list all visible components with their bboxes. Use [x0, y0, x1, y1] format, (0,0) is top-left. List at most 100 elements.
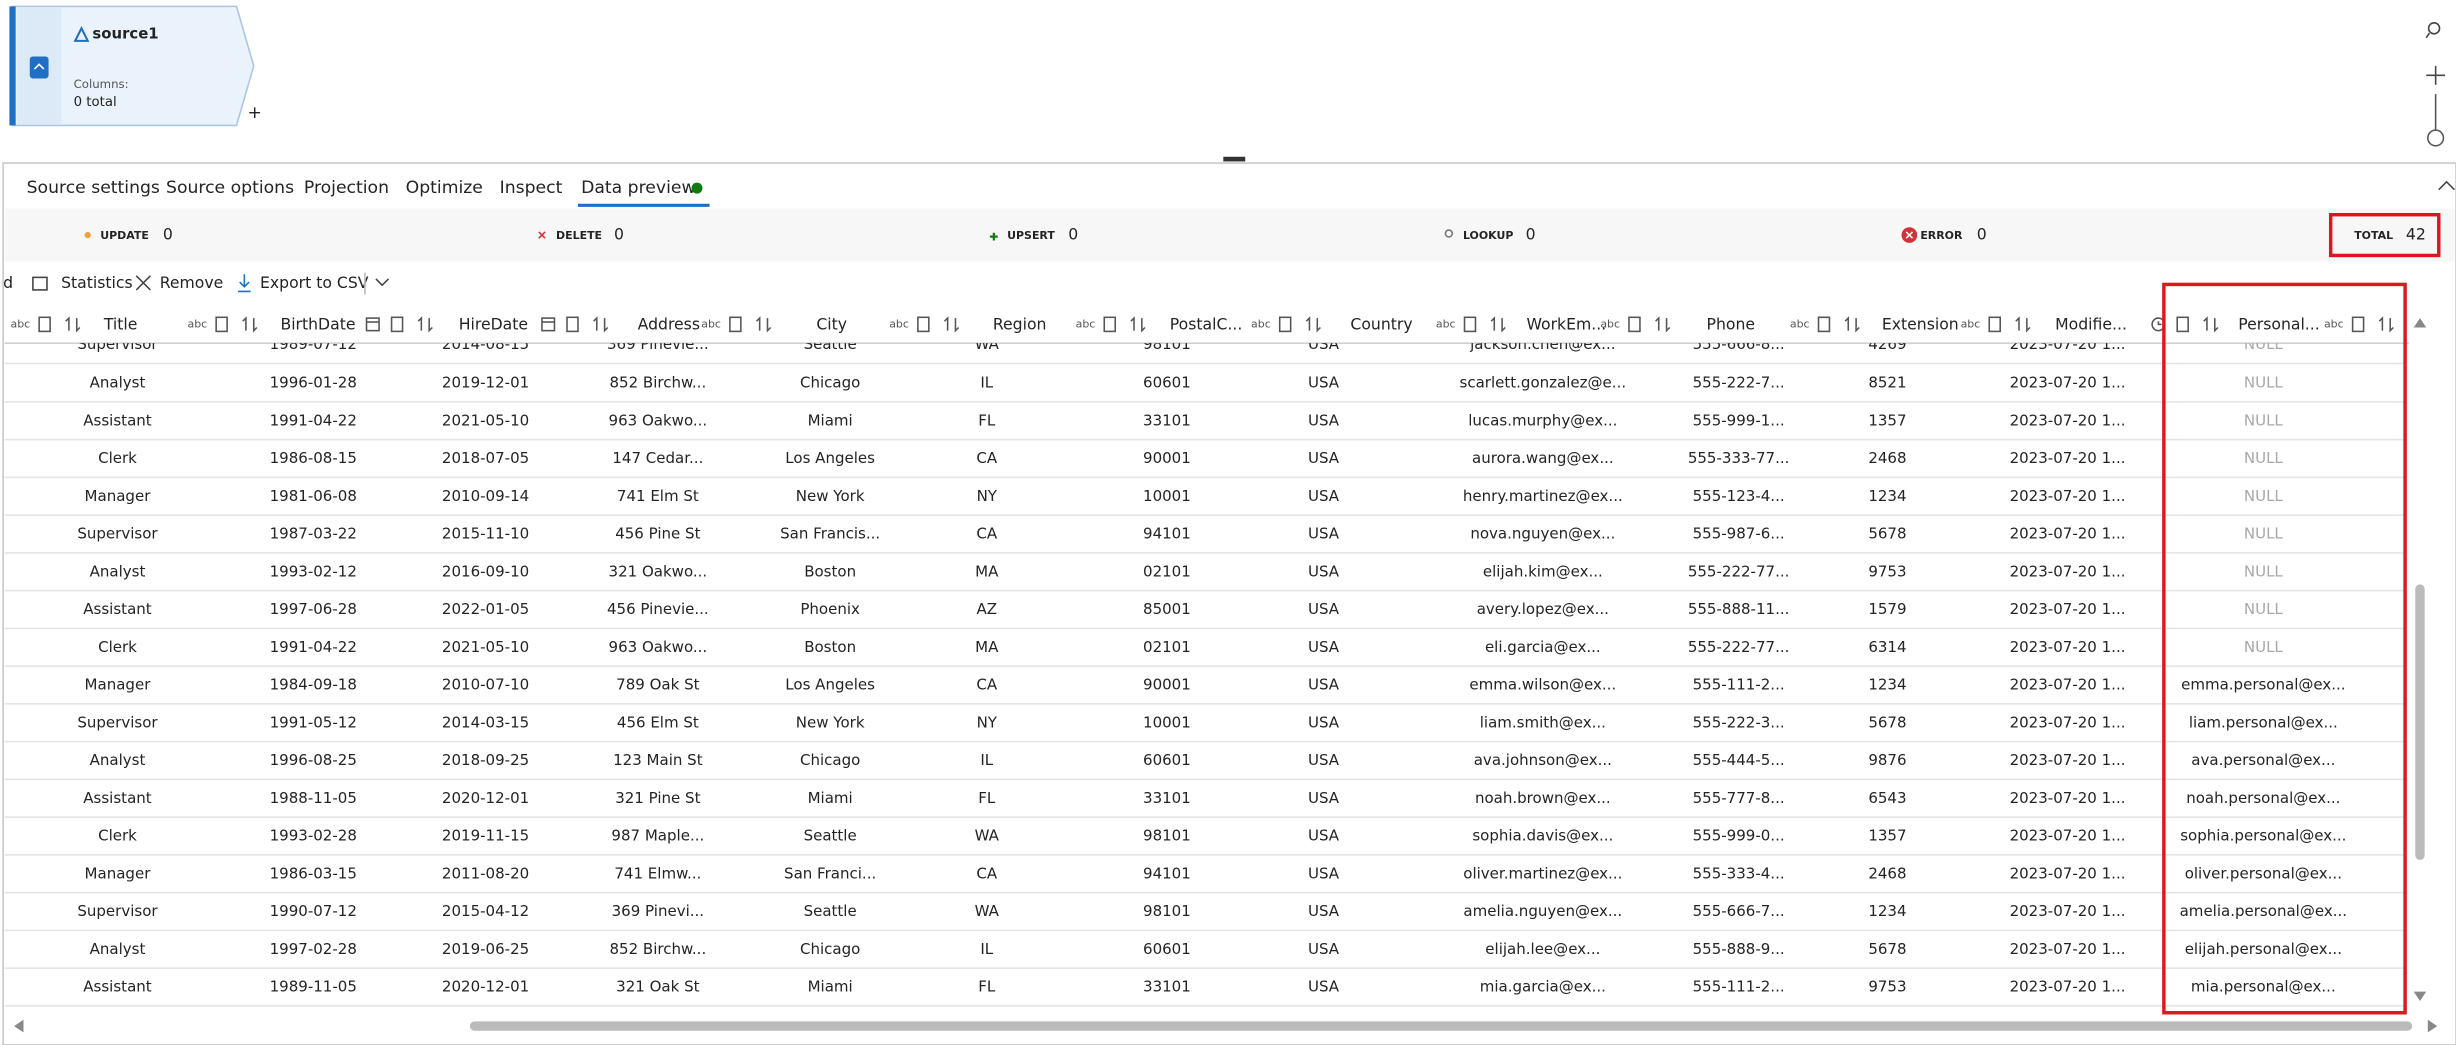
column-header[interactable]: Title [103, 315, 138, 334]
stat-count: 0 [1526, 225, 1536, 244]
cell: 321 Pine St [615, 789, 700, 807]
cell: 2023-07-20 1... [2010, 600, 2126, 618]
cell: 60601 [1143, 374, 1191, 392]
cell: 741 Elm St [617, 487, 699, 505]
cell: 2015-04-12 [442, 902, 529, 920]
cell: mia.personal@ex... [2191, 978, 2336, 996]
tab[interactable]: Optimize [406, 178, 483, 198]
copy-icon [1628, 316, 1641, 333]
scroll-right[interactable] [2427, 1019, 2438, 1033]
collapse-icon[interactable] [2438, 180, 2455, 191]
tab[interactable]: Inspect [500, 178, 563, 198]
column-header[interactable]: WorkEm... [1526, 315, 1606, 334]
cell: 555-123-4... [1693, 487, 1785, 505]
delete-icon [538, 231, 546, 239]
v-scroll-thumb[interactable] [2415, 584, 2425, 861]
cell: MA [975, 638, 999, 656]
node-add[interactable]: + [247, 103, 261, 123]
cell: 555-444-5... [1693, 751, 1785, 769]
cell: NULL [2244, 525, 2284, 543]
cell: 33101 [1143, 789, 1191, 807]
cell: Manager [85, 864, 152, 882]
cell: 85001 [1143, 600, 1191, 618]
scroll-left[interactable] [14, 1019, 24, 1033]
cell: 2014-03-15 [442, 713, 529, 731]
column-header[interactable]: BirthDate [280, 315, 355, 334]
cell: 98101 [1143, 902, 1191, 920]
panel [2, 162, 2456, 1045]
cell: New York [796, 487, 865, 505]
cell: 98101 [1143, 335, 1191, 353]
search-icon[interactable] [2427, 22, 2441, 35]
sort-icon [2015, 316, 2031, 333]
copy-icon [38, 316, 51, 333]
column-header[interactable]: Modifie... [2055, 315, 2127, 334]
type-label: abc [1251, 317, 1271, 330]
cell: ava.personal@ex... [2191, 751, 2335, 769]
cell: Boston [804, 638, 856, 656]
cell: USA [1308, 713, 1340, 731]
zoom-thumb[interactable] [2427, 129, 2445, 147]
copy-icon [917, 316, 930, 333]
tab[interactable]: Source options [166, 178, 294, 198]
column-header[interactable]: Personal... [2238, 315, 2319, 334]
cell: 2010-07-10 [442, 676, 529, 694]
column-header[interactable]: HireDate [459, 315, 528, 334]
column-header[interactable]: Phone [1707, 315, 1755, 334]
cell: 147 Cedar... [612, 449, 703, 467]
cell: 2023-07-20 1... [2010, 940, 2126, 958]
type-label: abc [889, 317, 909, 330]
sort-icon [1130, 316, 1146, 333]
column-header[interactable]: PostalC... [1170, 315, 1243, 334]
copy-icon [729, 316, 742, 333]
cell: 1357 [1868, 411, 1906, 429]
cell: 555-888-11... [1688, 600, 1790, 618]
cell: sophia.davis@ex... [1472, 827, 1613, 845]
zoom-controls [2425, 22, 2446, 147]
cell: 2023-07-20 1... [2010, 487, 2126, 505]
cell: 2018-09-25 [442, 751, 529, 769]
cell: 1984-09-18 [270, 676, 357, 694]
type-label: abc [1961, 317, 1981, 330]
stat-count: 0 [163, 225, 173, 244]
toolbar-item[interactable]: Export to CSV [260, 273, 369, 292]
splitter[interactable] [1223, 156, 1246, 162]
cell: NULL [2244, 449, 2284, 467]
cell: Assistant [83, 600, 152, 618]
cell: Chicago [800, 751, 860, 769]
cell: USA [1308, 940, 1340, 958]
scroll-up[interactable] [2413, 318, 2427, 328]
column-header[interactable]: Extension [1882, 315, 1959, 334]
cell: 1357 [1868, 827, 1906, 845]
toolbar-item[interactable]: Statistics [61, 273, 133, 292]
cell: 1990-07-12 [270, 902, 357, 920]
scroll-down[interactable] [2413, 991, 2427, 1002]
cell: eli.garcia@ex... [1485, 638, 1601, 656]
column-header[interactable]: Address [638, 315, 700, 334]
cell: Supervisor [77, 525, 158, 543]
cell: IL [980, 374, 993, 392]
cell: sophia.personal@ex... [2180, 827, 2346, 845]
zoom-in[interactable] [2426, 65, 2446, 85]
cell: WA [975, 827, 1000, 845]
cell: AZ [977, 600, 998, 618]
tab[interactable]: Source settings [27, 178, 160, 198]
stat-label: UPSERT [1007, 229, 1055, 242]
cell: USA [1308, 411, 1340, 429]
cell: 963 Oakwo... [609, 411, 708, 429]
tab[interactable]: Projection [304, 178, 389, 198]
column-header[interactable]: Country [1350, 315, 1412, 334]
tab[interactable]: Data preview [581, 178, 695, 198]
toolbar-item[interactable]: Remove [160, 273, 224, 292]
column-header[interactable]: Region [993, 315, 1047, 334]
cell: 555-333-4... [1693, 864, 1785, 882]
stat-label: UPDATE [100, 229, 149, 242]
sort-icon [2378, 316, 2394, 333]
source-node[interactable]: source1 Columns: 0 total + [9, 5, 262, 127]
cell: USA [1308, 751, 1340, 769]
column-header[interactable]: City [816, 315, 847, 334]
node-columns-value: 0 total [74, 95, 117, 110]
stat-label: TOTAL [2354, 229, 2393, 242]
h-scroll-thumb[interactable] [469, 1021, 2413, 1031]
